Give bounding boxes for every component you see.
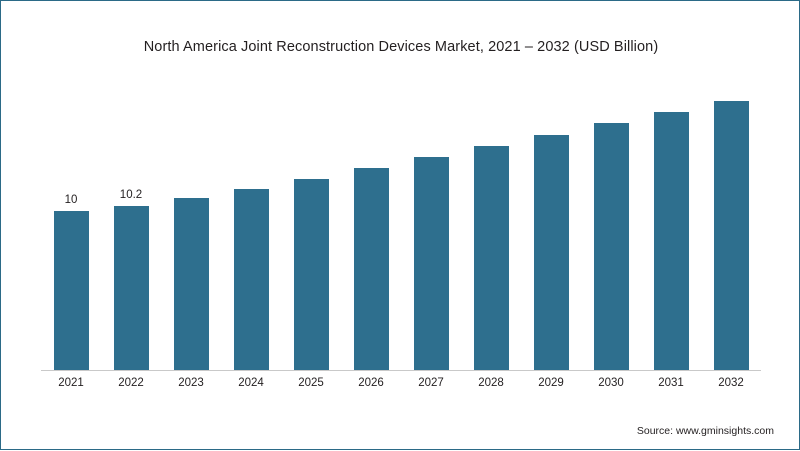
bar-value-label: 10.2 (119, 189, 143, 201)
bar-2032[interactable] (713, 101, 749, 370)
bar-series: 10 10.2 (41, 81, 761, 370)
x-tick-label: 2022 (118, 377, 144, 389)
bar-slot (701, 81, 761, 370)
x-tick-label: 2023 (178, 377, 204, 389)
bar-slot: 10.2 (101, 81, 161, 370)
bar-slot (581, 81, 641, 370)
bar-2027[interactable] (413, 157, 449, 370)
bar-2031[interactable] (653, 112, 689, 370)
bar-slot (281, 81, 341, 370)
x-tick-label: 2025 (298, 377, 324, 389)
bar-2030[interactable] (593, 123, 629, 370)
bar-2022[interactable] (113, 206, 149, 370)
bar-slot (521, 81, 581, 370)
bar-2026[interactable] (353, 168, 389, 370)
bar-2023[interactable] (173, 198, 209, 370)
x-tick-label: 2027 (418, 377, 444, 389)
bar-slot (401, 81, 461, 370)
x-tick-label: 2021 (58, 377, 84, 389)
bar-value-label: 10 (64, 194, 78, 206)
x-tick-label: 2029 (538, 377, 564, 389)
plot-area: 10 10.2 (41, 81, 761, 371)
bar-2024[interactable] (233, 189, 269, 370)
x-tick-label: 2026 (358, 377, 384, 389)
bar-slot (161, 81, 221, 370)
bar-slot: 10 (41, 81, 101, 370)
x-tick-label: 2030 (598, 377, 624, 389)
x-tick-label: 2031 (658, 377, 684, 389)
chart-title: North America Joint Reconstruction Devic… (143, 39, 659, 55)
x-axis-tick-labels: 2021 2022 2023 2024 2025 2026 2027 2028 … (41, 373, 761, 393)
bar-2029[interactable] (533, 135, 569, 370)
bar-2025[interactable] (293, 179, 329, 370)
bar-slot (341, 81, 401, 370)
x-tick-label: 2032 (718, 377, 744, 389)
x-tick-label: 2024 (238, 377, 264, 389)
bar-slot (461, 81, 521, 370)
bar-2021[interactable] (53, 211, 89, 370)
bar-slot (641, 81, 701, 370)
bar-slot (221, 81, 281, 370)
x-tick-label: 2028 (478, 377, 504, 389)
source-attribution: Source: www.gminsights.com (636, 425, 774, 437)
bar-2028[interactable] (473, 146, 509, 370)
x-axis-line (41, 370, 761, 371)
